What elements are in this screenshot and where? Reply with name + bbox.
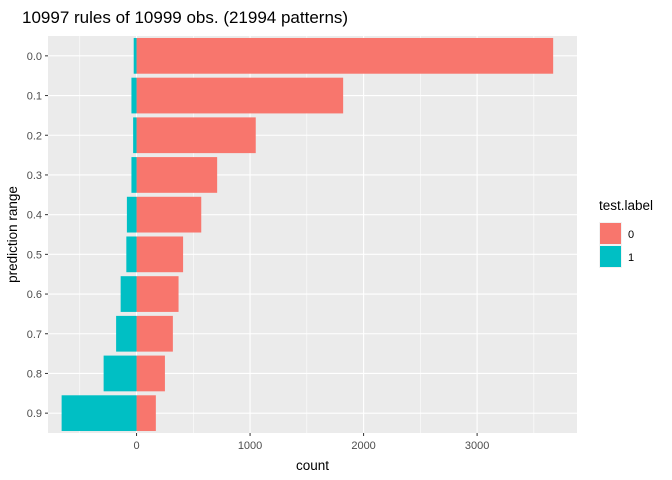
bar-label-1-0.0	[133, 37, 137, 74]
x-tick-label: 3000	[465, 440, 489, 452]
bar-label-1-0.6	[120, 276, 137, 312]
bar-label-1-0.7	[116, 315, 137, 352]
x-axis-title: count	[296, 458, 329, 473]
bar-label-0-0.9	[136, 395, 156, 432]
bar-label-0-0.0	[136, 37, 554, 74]
bar-label-1-0.3	[131, 157, 137, 193]
chart-title: 10997 rules of 10999 obs. (21994 pattern…	[22, 8, 348, 27]
y-tick-label: 0.5	[27, 249, 42, 261]
bar-label-0-0.2	[136, 117, 256, 154]
bar-label-1-0.5	[126, 236, 137, 273]
bar-label-0-0.6	[136, 276, 179, 312]
y-tick-label: 0.1	[27, 91, 42, 103]
bar-label-0-0.4	[136, 196, 202, 233]
y-tick-label: 0.6	[27, 289, 42, 301]
bar-label-1-0.4	[126, 196, 137, 233]
y-tick-label: 0.9	[27, 408, 42, 420]
y-tick-label: 0.3	[27, 170, 42, 182]
legend-label-0: 0	[628, 229, 634, 241]
legend-label-1: 1	[628, 252, 634, 264]
bar-label-1-0.2	[133, 117, 137, 154]
bar-label-1-0.9	[61, 395, 137, 432]
bar-label-0-0.8	[136, 355, 165, 392]
bar-label-1-0.1	[131, 77, 137, 114]
x-tick-label: 2000	[351, 440, 375, 452]
y-tick-label: 0.4	[27, 210, 42, 222]
y-tick-label: 0.8	[27, 368, 42, 380]
bar-label-0-0.7	[136, 315, 173, 352]
bar-label-0-0.1	[136, 77, 344, 114]
bar-label-0-0.5	[136, 236, 184, 273]
legend: test.label 0 1	[599, 198, 653, 268]
y-tick-label: 0.0	[27, 51, 42, 63]
legend-title: test.label	[599, 198, 653, 213]
x-tick-label: 1000	[238, 440, 262, 452]
legend-key-1	[600, 246, 621, 267]
y-axis-title: prediction range	[5, 186, 20, 283]
y-tick-label: 0.2	[27, 130, 42, 142]
bars	[61, 37, 554, 432]
x-axis: 0 1000 2000 3000	[133, 433, 489, 452]
legend-key-0	[600, 223, 621, 244]
y-tick-label: 0.7	[27, 329, 42, 341]
bar-label-0-0.3	[136, 157, 218, 193]
bar-label-1-0.8	[103, 355, 137, 392]
x-tick-label: 0	[133, 440, 139, 452]
y-axis: 0.0 0.1 0.2 0.3 0.4 0.5 0.6 0.7 0.8 0.9	[27, 51, 48, 420]
